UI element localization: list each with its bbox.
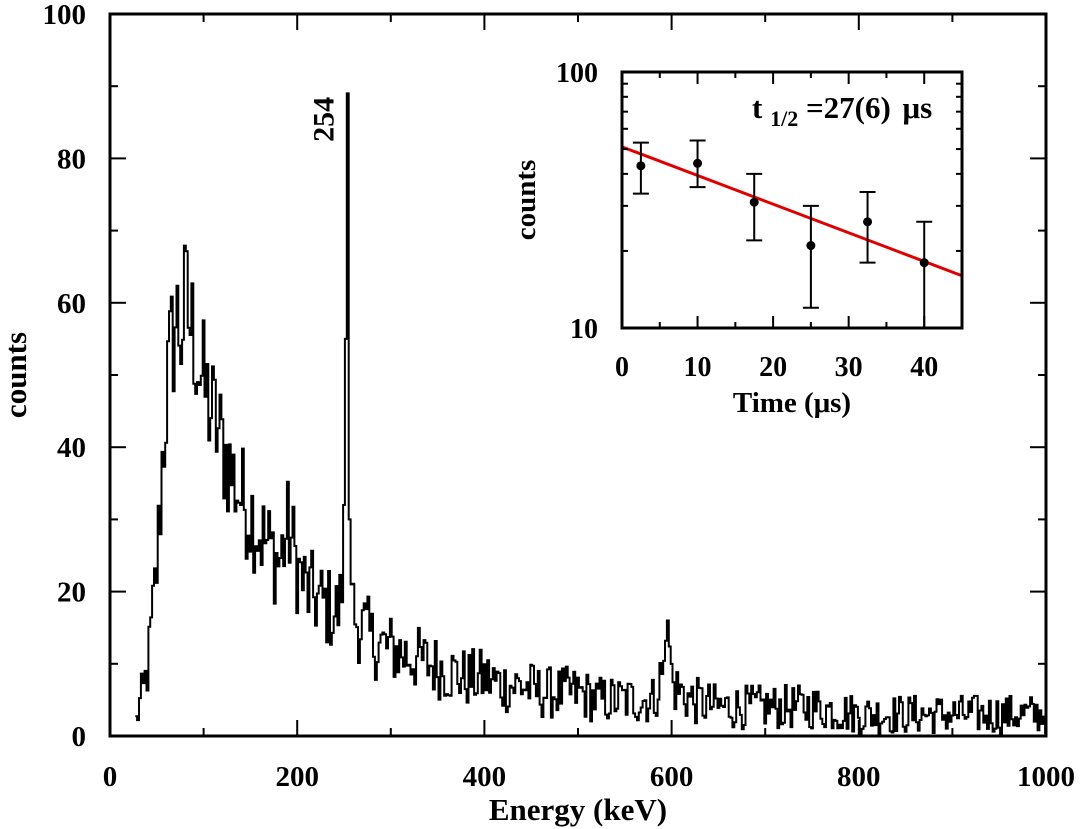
inset-y-axis-ticks xyxy=(622,71,962,329)
inset-data-point xyxy=(919,258,929,268)
main-x-axis-title: Energy (keV) xyxy=(489,792,667,827)
inset-y-tick-labels: 10 100 xyxy=(556,58,598,345)
half-life-subscript: 1/2 xyxy=(770,106,798,131)
inset-x-axis-title: Time (μs) xyxy=(733,387,851,419)
inset-data-point xyxy=(806,241,816,251)
inset-plot-background xyxy=(622,72,962,328)
inset-y-tick-label: 10 xyxy=(570,314,598,345)
main-y-tick-label: 40 xyxy=(57,432,86,464)
inset-x-tick-labels: 0 10 20 30 40 xyxy=(615,352,938,383)
peak-annotation: 254 xyxy=(308,97,341,142)
half-life-symbol: t xyxy=(752,90,763,125)
inset-chart: 0 10 20 30 40 10 100 Time (μs) counts t 1/2 =… xyxy=(510,58,964,419)
main-x-tick-label: 0 xyxy=(103,761,118,793)
inset-fit-segment xyxy=(621,145,963,278)
half-life-annotation: t 1/2 =27(6) μs xyxy=(752,90,932,133)
main-y-tick-label: 0 xyxy=(72,721,87,753)
main-y-tick-label: 100 xyxy=(43,0,87,31)
main-y-tick-labels: 0 20 40 60 80 100 xyxy=(43,0,87,753)
main-x-tick-label: 200 xyxy=(275,761,319,793)
half-life-value: =27(6) xyxy=(806,90,891,125)
inset-data-point xyxy=(863,217,873,227)
inset-x-tick-label: 0 xyxy=(615,352,629,383)
inset-y-tick-label: 100 xyxy=(556,58,598,89)
main-x-tick-label: 600 xyxy=(650,761,694,793)
main-y-tick-label: 60 xyxy=(57,288,86,320)
main-y-axis-ticks xyxy=(110,13,1046,737)
inset-x-tick-label: 10 xyxy=(684,352,712,383)
main-x-tick-label: 1000 xyxy=(1017,761,1075,793)
main-spectrum-line xyxy=(135,92,1047,735)
main-x-tick-label: 400 xyxy=(463,761,507,793)
inset-plot-frame xyxy=(620,70,964,330)
inset-x-tick-label: 20 xyxy=(759,352,787,383)
main-x-tick-label: 800 xyxy=(837,761,881,793)
inset-fit-line xyxy=(621,145,963,278)
inset-data-point xyxy=(636,161,646,171)
main-x-tick-labels: 0 200 400 600 800 1000 xyxy=(103,761,1075,793)
inset-x-tick-label: 40 xyxy=(910,352,938,383)
inset-y-axis-title: counts xyxy=(510,160,542,241)
inset-data-points xyxy=(632,139,933,329)
main-y-tick-label: 20 xyxy=(57,577,86,609)
inset-x-tick-label: 30 xyxy=(835,352,863,383)
inset-data-point xyxy=(749,197,759,207)
main-y-tick-label: 80 xyxy=(57,143,86,175)
half-life-unit: μs xyxy=(903,90,933,125)
inset-x-axis-ticks xyxy=(621,72,926,328)
main-y-axis-title: counts xyxy=(0,332,33,418)
inset-data-point xyxy=(693,158,703,168)
